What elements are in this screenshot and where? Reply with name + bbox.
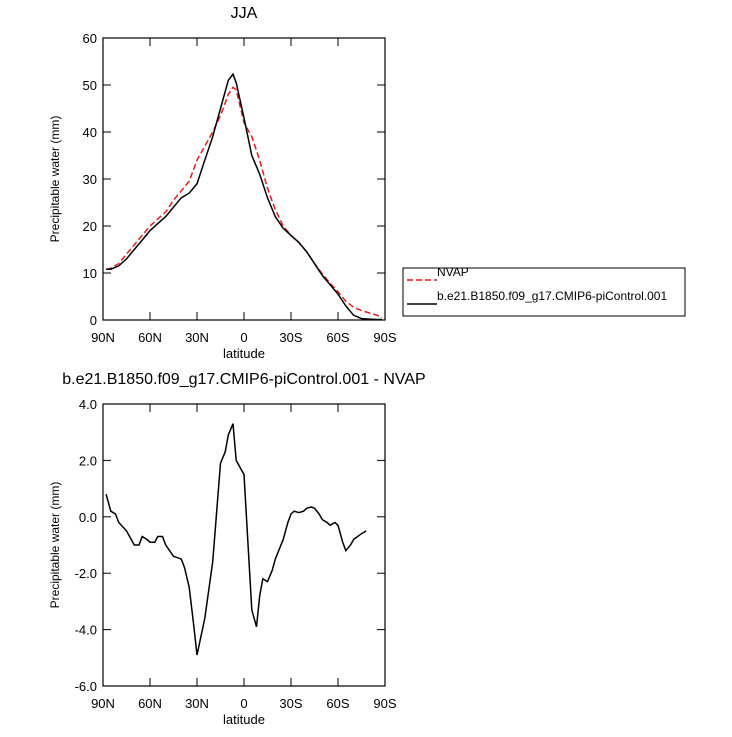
data-line [105, 423, 367, 656]
y-tick-label: 20 [83, 219, 97, 234]
x-tick-label: 90S [373, 696, 396, 711]
legend-label: NVAP [437, 265, 469, 279]
y-tick-label: 0.0 [79, 510, 97, 525]
x-tick-label: 60S [326, 330, 349, 345]
y-tick-label: 60 [83, 31, 97, 46]
x-tick-label: 90S [373, 330, 396, 345]
x-axis-label: latitude [223, 346, 265, 361]
x-tick-label: 0 [240, 696, 247, 711]
x-tick-label: 60N [138, 696, 162, 711]
y-axis-label: Precipitable water (mm) [48, 482, 62, 609]
y-axis-label: Precipitable water (mm) [48, 116, 62, 243]
chart-title: JJA [231, 5, 258, 22]
y-tick-label: 2.0 [79, 453, 97, 468]
data-line [105, 86, 383, 319]
y-tick-label: 50 [83, 78, 97, 93]
y-tick-label: 0 [90, 313, 97, 328]
y-tick-label: 4.0 [79, 397, 97, 412]
x-tick-label: 30S [279, 330, 302, 345]
x-tick-label: 30S [279, 696, 302, 711]
x-tick-label: 90N [91, 696, 115, 711]
data-line [106, 72, 382, 321]
y-tick-label: 30 [83, 172, 97, 187]
y-tick-label: -6.0 [75, 679, 97, 694]
x-tick-label: 60N [138, 330, 162, 345]
x-tick-label: 30N [185, 696, 209, 711]
legend-label: b.e21.B1850.f09_g17.CMIP6-piControl.001 [437, 289, 667, 303]
y-tick-label: 40 [83, 125, 97, 140]
x-tick-label: 60S [326, 696, 349, 711]
y-tick-label: -2.0 [75, 566, 97, 581]
plot-frame [102, 403, 386, 687]
x-tick-label: 0 [240, 330, 247, 345]
x-axis-label: latitude [223, 712, 265, 727]
x-tick-label: 90N [91, 330, 115, 345]
x-tick-label: 30N [185, 330, 209, 345]
legend-box [402, 267, 686, 317]
y-tick-label: -4.0 [75, 623, 97, 638]
y-tick-label: 10 [83, 266, 97, 281]
chart-title: b.e21.B1850.f09_g17.CMIP6-piControl.001 … [62, 371, 425, 388]
plot-frame [102, 37, 386, 321]
